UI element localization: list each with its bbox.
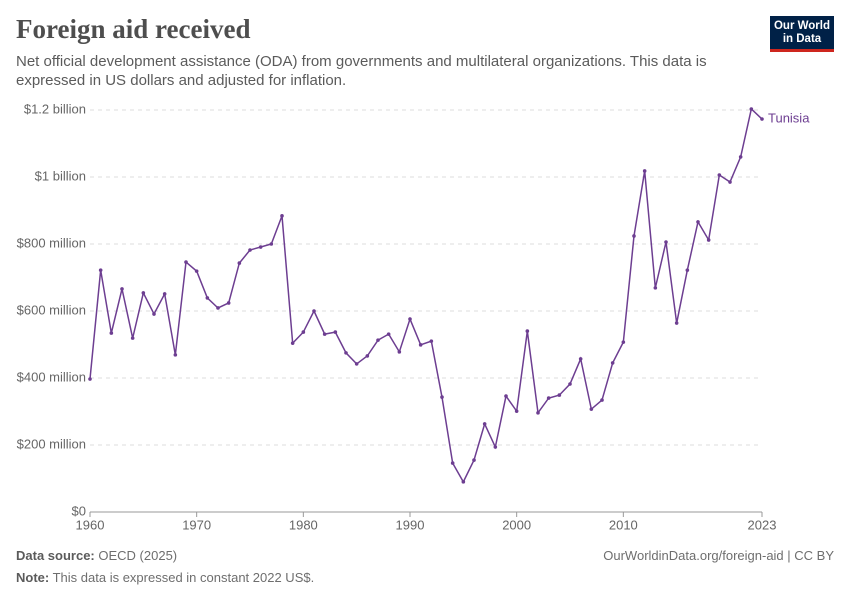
data-point	[525, 329, 530, 333]
data-point	[738, 155, 743, 159]
data-point	[173, 353, 178, 357]
data-point	[386, 332, 391, 336]
y-tick-label: $0	[72, 503, 86, 518]
data-point	[504, 394, 508, 398]
data-point	[376, 338, 380, 342]
x-tick-label: 2023	[748, 517, 777, 532]
data-point	[450, 461, 455, 465]
data-point	[642, 169, 647, 173]
data-point	[237, 261, 242, 265]
note: Note: This data is expressed in constant…	[16, 570, 314, 585]
data-point	[440, 395, 444, 399]
data-point	[429, 339, 434, 343]
data-point	[696, 220, 700, 224]
data-point	[312, 309, 316, 313]
data-line	[89, 107, 763, 484]
data-point	[408, 317, 412, 321]
y-tick-label: $400 million	[17, 369, 86, 384]
series-label: Tunisia	[768, 110, 810, 125]
x-tick-label: 2010	[609, 517, 638, 532]
x-tick-label: 1970	[182, 517, 211, 532]
note-label: Note:	[16, 570, 50, 585]
data-point	[568, 382, 572, 386]
data-point	[589, 407, 594, 411]
note-text: This data is expressed in constant 2022 …	[52, 570, 315, 585]
data-point	[674, 321, 679, 325]
data-point	[344, 351, 348, 355]
data-point	[365, 354, 370, 358]
data-point	[290, 341, 295, 345]
data-point	[728, 180, 732, 184]
x-tick-label: 1960	[76, 517, 105, 532]
data-point	[248, 248, 252, 252]
data-point	[536, 411, 540, 415]
data-point	[749, 107, 754, 111]
data-point	[493, 445, 498, 449]
data-point	[546, 396, 551, 400]
data-point	[472, 458, 476, 462]
data-point	[482, 422, 487, 426]
data-point	[226, 301, 231, 305]
chart: $0 $200 million $400 million $600 million $8…	[17, 101, 811, 532]
x-tick-label: 1980	[289, 517, 318, 532]
data-point	[322, 332, 327, 336]
data-point	[301, 330, 306, 334]
y-tick-label: $800 million	[17, 235, 86, 250]
x-tick-label: 2000	[502, 517, 531, 532]
data-point	[632, 234, 636, 238]
data-point	[333, 330, 338, 334]
data-point	[578, 357, 583, 361]
y-tick-label: $600 million	[17, 302, 86, 317]
data-point	[120, 287, 124, 291]
data-point	[760, 117, 764, 121]
data-point	[461, 480, 466, 484]
data-point	[280, 214, 284, 218]
data-point	[610, 361, 615, 365]
data-point	[162, 292, 167, 296]
data-point	[184, 260, 188, 264]
logo[interactable]: Our World in Data	[770, 16, 834, 52]
data-point	[141, 291, 146, 295]
data-point	[98, 268, 103, 272]
data-point	[717, 173, 722, 177]
chart-title: Foreign aid received	[16, 14, 251, 44]
y-tick-label: $1.2 billion	[24, 101, 86, 116]
data-point	[258, 245, 263, 249]
data-point	[600, 398, 604, 402]
data-point	[557, 393, 562, 397]
y-tick-label: $1 billion	[35, 168, 86, 183]
data-point	[685, 268, 690, 272]
x-tick-label: 1990	[396, 517, 425, 532]
data-point	[514, 409, 519, 413]
data-point	[706, 238, 711, 242]
data-point	[664, 240, 668, 244]
url[interactable]: OurWorldinData.org/foreign-aid | CC BY	[603, 548, 834, 563]
data-point	[354, 362, 359, 366]
data-point	[109, 331, 114, 335]
data-point	[269, 242, 274, 246]
logo-text: Our World	[773, 20, 830, 32]
data-point	[194, 269, 199, 273]
data-point	[418, 343, 423, 347]
data-point	[397, 350, 402, 354]
source: Data source: OECD (2025)	[16, 548, 177, 563]
data-point	[88, 377, 92, 381]
chart-subtitle: Net official development assistance (ODA…	[16, 53, 707, 89]
data-point	[130, 336, 135, 340]
data-point	[653, 286, 658, 290]
data-point	[205, 296, 210, 300]
logo-text: in Data	[782, 33, 822, 45]
data-point	[621, 340, 626, 344]
data-point	[216, 306, 220, 310]
data-point	[152, 312, 156, 316]
source-label: Data source:	[16, 548, 95, 563]
source-text: OECD (2025)	[98, 548, 178, 563]
y-tick-label: $200 million	[17, 436, 86, 451]
